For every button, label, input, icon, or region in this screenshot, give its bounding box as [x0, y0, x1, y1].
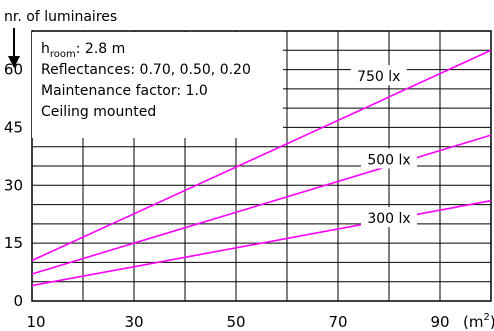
series-label-bg	[361, 148, 417, 169]
x-tick-label: 90	[430, 313, 449, 331]
plot-frame	[31, 30, 492, 302]
y-tick-label: 45	[4, 118, 23, 136]
info-mounting: Ceiling mounted	[41, 104, 156, 120]
x-tick-label: 10	[26, 313, 45, 331]
series-label-bg	[361, 207, 417, 228]
x-tick-label: 70	[328, 313, 347, 331]
y-axis-label: nr. of luminaires	[4, 9, 117, 25]
x-tick-label: 50	[226, 313, 245, 331]
y-tick-label: 60	[4, 61, 23, 79]
series-labels: 750 lx 500 lx 300 lx	[350, 65, 417, 228]
x-tick-label: 30	[124, 313, 143, 331]
series-label: 750 lx	[357, 69, 400, 85]
y-tick-label: 15	[4, 234, 23, 252]
info-reflectances: Reflectances: 0.70, 0.50, 0.20	[41, 62, 251, 78]
y-tick-label: 30	[4, 176, 23, 194]
series-label-bg	[350, 65, 407, 86]
info-room-height: hroom: 2.8 m	[41, 41, 125, 60]
y-tick-label: 0	[13, 292, 23, 310]
info-box: hroom: 2.8 m Reflectances: 0.70, 0.50, 0…	[32, 32, 283, 138]
tick-labels: 10 30 50 70 90 0 15 30 45 60	[4, 61, 450, 331]
x-axis-unit: (m2)	[463, 312, 494, 331]
series-label: 500 lx	[367, 152, 410, 168]
y-axis-arrow	[8, 28, 20, 68]
series-line	[31, 49, 492, 262]
info-maintenance-factor: Maintenance factor: 1.0	[41, 83, 208, 99]
series-label: 300 lx	[367, 211, 410, 227]
